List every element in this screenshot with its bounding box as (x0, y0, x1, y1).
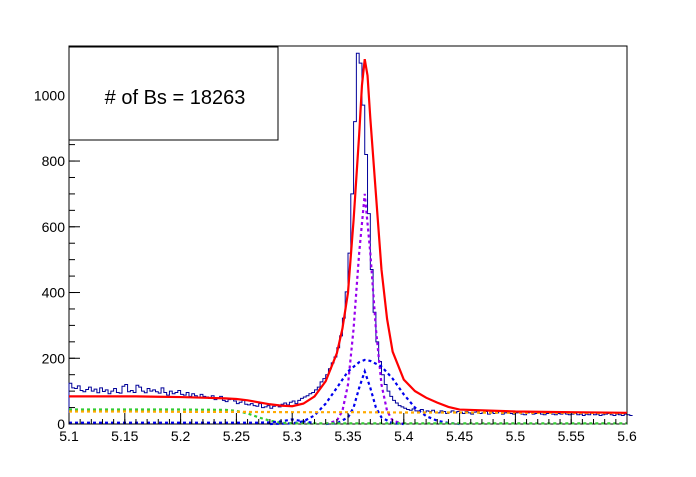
x-tick-label: 5.55 (558, 428, 585, 444)
x-tick-label: 5.35 (334, 428, 361, 444)
y-tick-label: 600 (42, 219, 66, 235)
legend: # of Bs = 18263 (68, 46, 279, 141)
x-tick-label: 5.45 (446, 428, 473, 444)
y-tick-label: 1000 (34, 87, 65, 103)
y-tick-label: 400 (42, 285, 66, 301)
x-tick-label: 5.15 (111, 428, 138, 444)
x-tick-label: 5.2 (171, 428, 191, 444)
y-tick-label: 800 (42, 153, 66, 169)
fit-curve-3 (325, 367, 404, 426)
x-tick-label: 5.5 (506, 428, 526, 444)
x-tick-label: 5.25 (223, 428, 250, 444)
legend-box (68, 46, 279, 141)
x-tick-label: 5.6 (617, 428, 637, 444)
fit-curve-0 (69, 58, 628, 414)
fit-curve-6 (69, 418, 315, 425)
y-tick-label: 200 (42, 350, 66, 366)
legend-label: # of Bs = 18263 (105, 87, 246, 109)
x-tick-label: 5.3 (282, 428, 302, 444)
y-tick-label: 0 (57, 416, 65, 432)
fit-curve-2 (269, 358, 460, 426)
x-tick-label: 5.1 (59, 428, 79, 444)
fit-curve-1 (325, 193, 405, 426)
fit-curve-4 (69, 408, 627, 425)
x-tick-label: 5.4 (394, 428, 414, 444)
